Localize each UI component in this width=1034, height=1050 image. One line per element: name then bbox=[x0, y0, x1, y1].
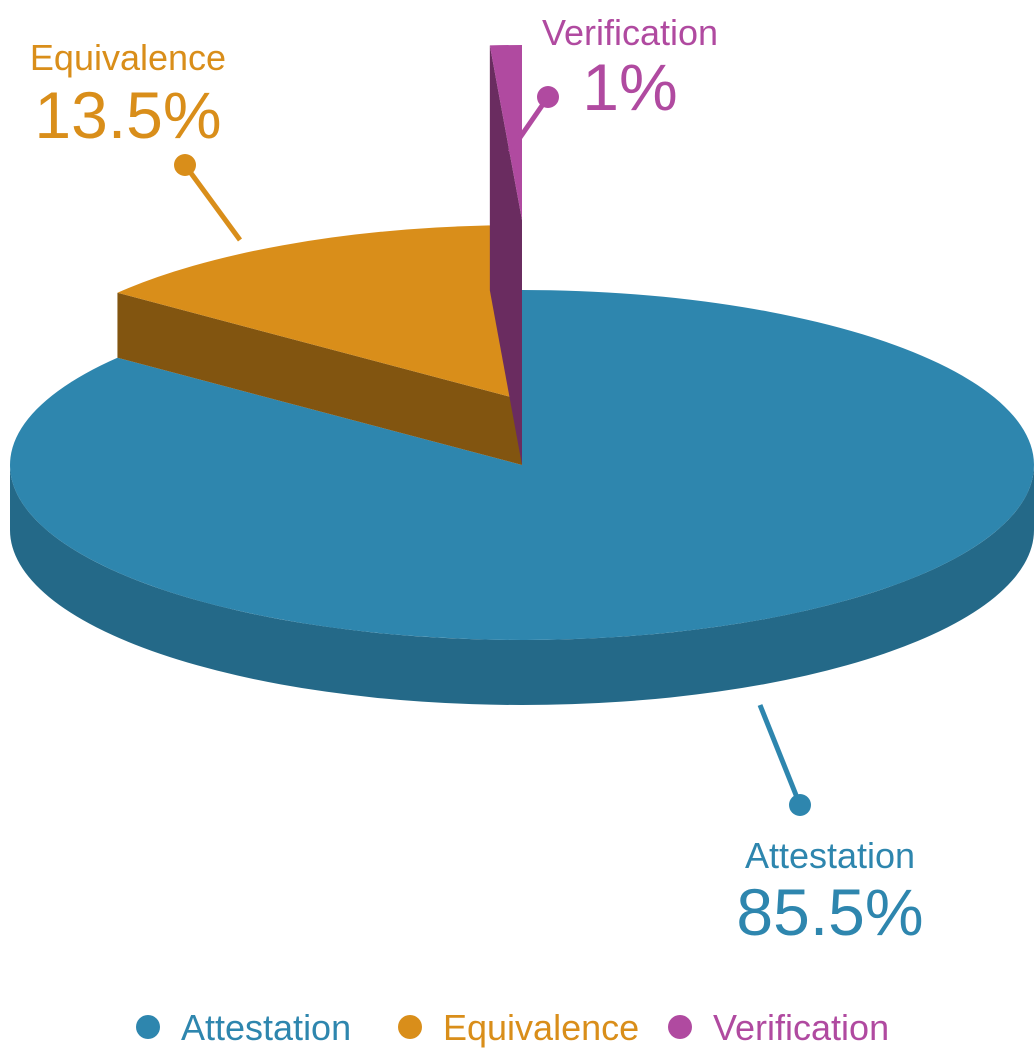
legend-swatch bbox=[398, 1015, 422, 1039]
slice bbox=[117, 225, 522, 400]
legend-swatch bbox=[136, 1015, 160, 1039]
callout-value: 85.5% bbox=[736, 875, 923, 949]
callout-dot bbox=[789, 794, 811, 816]
callout-name: Equivalence bbox=[30, 37, 226, 78]
callout-line bbox=[182, 163, 243, 242]
slice-wall bbox=[117, 292, 522, 465]
callout-line bbox=[757, 704, 803, 806]
slice-side bbox=[10, 465, 1034, 705]
callout-line bbox=[507, 95, 551, 154]
callout-name: Verification bbox=[542, 12, 718, 53]
legend-label: Attestation bbox=[181, 1007, 351, 1048]
slice bbox=[489, 45, 522, 220]
callout-dot bbox=[537, 86, 559, 108]
slice bbox=[9, 290, 1034, 640]
legend-swatch bbox=[668, 1015, 692, 1039]
slice-wall bbox=[489, 45, 522, 465]
callout-name: Attestation bbox=[745, 835, 915, 876]
callout-value: 13.5% bbox=[34, 78, 221, 152]
callout-dot bbox=[174, 154, 196, 176]
legend-label: Equivalence bbox=[443, 1007, 639, 1048]
legend-label: Verification bbox=[713, 1007, 889, 1048]
callout-value: 1% bbox=[582, 50, 677, 124]
